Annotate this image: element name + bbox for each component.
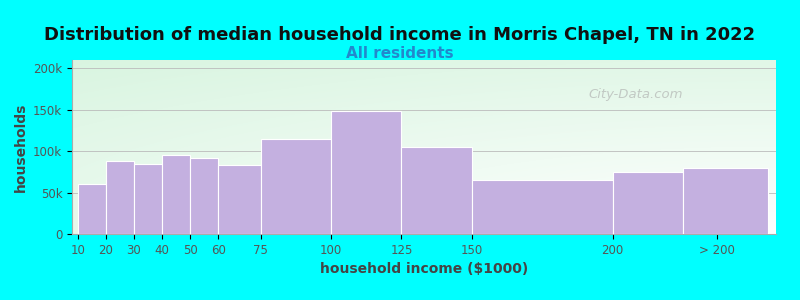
Bar xyxy=(190,158,218,234)
Bar xyxy=(683,168,767,234)
Text: City-Data.com: City-Data.com xyxy=(588,88,682,101)
Bar xyxy=(402,147,472,234)
Bar xyxy=(472,180,613,234)
Bar xyxy=(218,165,261,234)
X-axis label: household income ($1000): household income ($1000) xyxy=(320,262,528,276)
Bar xyxy=(78,184,106,234)
Bar xyxy=(331,111,402,234)
Y-axis label: households: households xyxy=(14,102,27,192)
Text: All residents: All residents xyxy=(346,46,454,62)
Bar xyxy=(134,164,162,234)
Bar xyxy=(106,161,134,234)
Bar xyxy=(162,155,190,234)
Bar xyxy=(261,139,331,234)
Bar xyxy=(613,172,683,234)
Text: Distribution of median household income in Morris Chapel, TN in 2022: Distribution of median household income … xyxy=(45,26,755,44)
